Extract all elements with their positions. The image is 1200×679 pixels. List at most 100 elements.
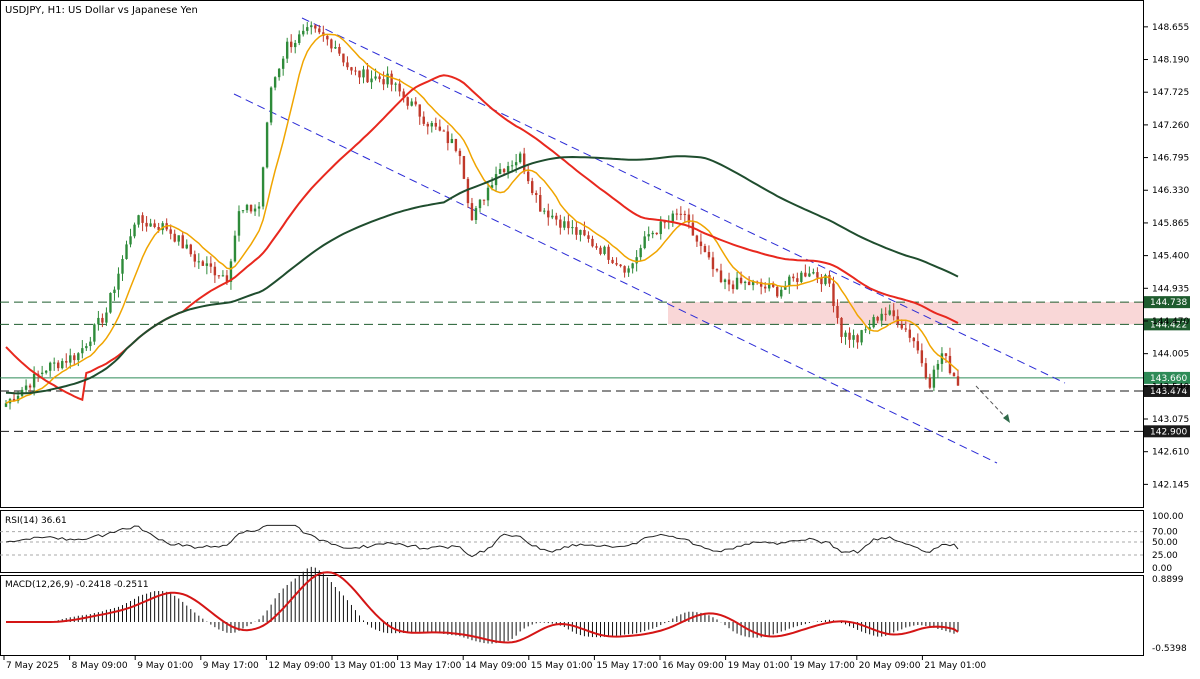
candle-body: [808, 273, 811, 277]
candle-body: [406, 97, 409, 106]
price-tick-label: 148.655: [1152, 23, 1189, 33]
price-level-label: 143.474: [1150, 387, 1187, 397]
candle-body: [85, 346, 88, 349]
candle-body: [768, 283, 771, 289]
candle-body: [904, 328, 907, 330]
price-tick-label: 147.260: [1152, 121, 1189, 131]
candle-body: [69, 355, 72, 363]
channel-line[interactable]: [233, 93, 998, 464]
price-level-tag: [1144, 318, 1190, 331]
ma-slow-line: [5, 155, 959, 395]
candle-body: [763, 286, 767, 289]
candle-body: [4, 403, 8, 407]
candle-body: [627, 268, 630, 273]
channel-line[interactable]: [301, 17, 1066, 384]
candle-body: [599, 247, 602, 254]
candle-body: [474, 208, 478, 220]
candle-body: [470, 203, 474, 220]
price-axis[interactable]: 148.655 148.190 147.725 147.260 146.795 146.3…: [1143, 23, 1189, 491]
candle-body: [370, 78, 373, 83]
candle-body: [442, 130, 446, 132]
candle-body: [65, 361, 68, 363]
macd-histogram: [6, 566, 959, 644]
candle-body: [723, 279, 727, 283]
candle-body: [330, 39, 333, 49]
candle-body: [201, 261, 205, 266]
candle-body: [555, 215, 558, 220]
price-tick-label: 144.470: [1152, 317, 1189, 327]
candle-body: [651, 232, 654, 235]
candle-body: [153, 223, 156, 228]
candle-body: [860, 330, 863, 343]
projection-arrow[interactable]: [975, 385, 1010, 423]
candle-body: [382, 79, 385, 85]
candle-body: [695, 235, 699, 242]
candle-body: [105, 312, 108, 323]
candle-body: [772, 283, 775, 287]
candle-body: [89, 341, 92, 347]
candle-body: [928, 377, 932, 388]
candle-body: [77, 353, 80, 361]
candle-body: [450, 138, 454, 144]
candle-body: [639, 248, 642, 258]
candle-body: [245, 204, 249, 211]
candle-body: [213, 266, 217, 276]
candle-body: [615, 263, 618, 265]
candle-body: [181, 235, 184, 249]
candle-body: [663, 221, 666, 223]
candle-body: [836, 306, 839, 318]
candle-body: [699, 241, 703, 247]
time-axis[interactable]: 7 May 2025 8 May 09:00 9 May 01:00 9 May 17…: [3, 656, 986, 671]
candle-body: [575, 227, 578, 235]
horizontal-levels[interactable]: 144.738 144.422 143.660 143.474 142.900: [0, 296, 1190, 438]
candle-body: [217, 275, 221, 277]
candle-body: [908, 329, 911, 338]
candle-body: [193, 254, 196, 262]
price-tick-label: 146.330: [1152, 186, 1189, 196]
candle-body: [872, 317, 875, 328]
descending-channel[interactable]: [233, 17, 1066, 464]
candle-body: [514, 162, 518, 166]
candle-body: [647, 234, 650, 237]
macd-tick-label: -0.5398: [1152, 644, 1187, 654]
chart-title: USDJPY, H1: US Dollar vs Japanese Yen: [5, 5, 198, 16]
candle-body: [531, 181, 534, 194]
candle-body: [607, 246, 610, 260]
candle-body: [952, 373, 956, 377]
price-level-tag: [1144, 384, 1190, 397]
candle-body: [173, 233, 176, 242]
candle-body: [426, 123, 429, 127]
candle-body: [334, 46, 337, 49]
candle-body: [719, 270, 723, 283]
resistance-zone: [668, 302, 1143, 325]
time-tick-label: 15 May 17:00: [596, 661, 658, 671]
candle-body: [289, 41, 293, 48]
candle-body: [185, 244, 188, 249]
candle-body: [482, 199, 486, 201]
time-tick-label: 13 May 01:00: [334, 661, 396, 671]
candle-body: [784, 285, 787, 290]
time-tick-label: 12 May 09:00: [268, 661, 330, 671]
candle-body: [494, 174, 498, 186]
candle-body: [253, 208, 257, 212]
candle-body: [944, 353, 948, 356]
candle-body: [932, 369, 936, 388]
projection-line[interactable]: [975, 385, 1009, 421]
candle-body: [346, 62, 349, 68]
candle-body: [418, 104, 421, 117]
candle-body: [61, 361, 64, 369]
candle-body: [44, 370, 48, 373]
candle-body: [707, 251, 711, 258]
price-level-label: 144.422: [1150, 320, 1187, 330]
candle-body: [711, 257, 715, 270]
candle-body: [563, 221, 566, 228]
candle-body: [571, 227, 574, 229]
candle-body: [294, 42, 297, 48]
macd-panel[interactable]: [0, 575, 1144, 656]
time-tick-label: 7 May 2025: [6, 661, 59, 671]
candle-body: [302, 30, 305, 35]
candle-body: [269, 87, 273, 123]
time-tick-label: 16 May 09:00: [662, 661, 724, 671]
candle-body: [281, 58, 285, 69]
time-tick-label: 9 May 17:00: [203, 661, 259, 671]
